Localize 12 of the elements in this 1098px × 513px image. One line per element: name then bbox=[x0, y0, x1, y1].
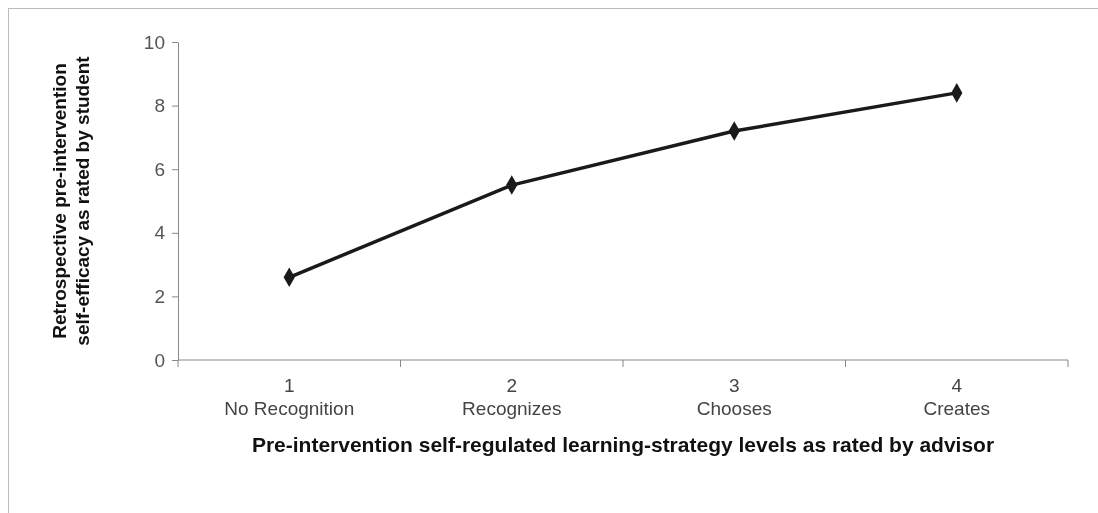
x-axis-title: Pre-intervention self-regulated learning-strategy levels as rated by advisor bbox=[251, 433, 995, 456]
x-tick-label: 3 Chooses bbox=[696, 375, 772, 419]
y-tick-label: 8 bbox=[154, 95, 165, 117]
x-tick-label: 4 Creates bbox=[923, 375, 991, 419]
x-tick-label: 2 Recognizes bbox=[462, 375, 562, 419]
x-tick-label: 1 No Recognition bbox=[224, 375, 355, 419]
y-tick-label: 4 bbox=[154, 222, 166, 244]
y-tick-label: 10 bbox=[143, 31, 165, 53]
y-tick-label: 0 bbox=[154, 349, 165, 371]
y-tick-label: 6 bbox=[154, 158, 165, 180]
y-axis-title: Retrospective pre-intervention self-efficacy as rated by student bbox=[49, 55, 93, 346]
y-tick-label: 2 bbox=[154, 285, 165, 307]
